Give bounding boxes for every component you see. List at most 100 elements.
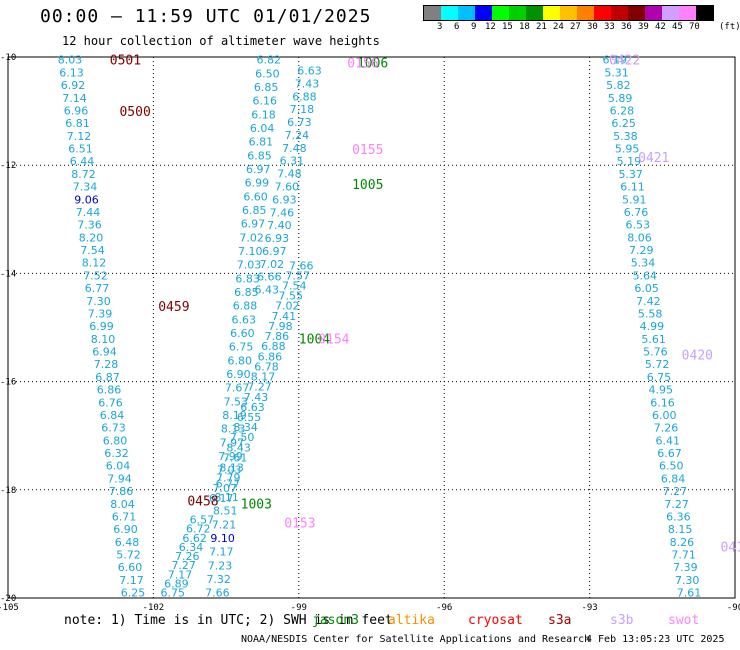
color-scale-label: 27 [570,22,581,32]
swh-value: 7.52 [83,269,108,282]
color-swatch [509,6,526,20]
swh-value: 8.34 [233,421,258,434]
swh-value: 6.89 [164,577,189,590]
swh-value: 7.02 [275,300,300,313]
swh-value: 7.27 [663,485,688,498]
swh-value: 6.90 [113,523,138,536]
swh-value: 7.53 [224,395,249,408]
swh-value: 6.28 [610,104,635,117]
swh-value: 6.05 [634,282,659,295]
satellite-legend-item: jason3 [312,613,359,628]
swh-value: 5.95 [615,143,640,156]
satellite-legend-item: altika [388,613,435,628]
color-scale-label: 30 [587,22,598,32]
swh-value: 7.71 [671,549,696,562]
pass-time-label: 1004 [299,332,330,347]
swh-value: 7.44 [76,206,101,219]
swh-value: 5.76 [643,346,668,359]
swh-value: 6.82 [257,54,282,67]
swh-value: 6.41 [656,434,681,447]
satellite-legend-item: cryosat [468,613,523,628]
swh-value: 6.84 [100,409,125,422]
swh-value: 9.06 [74,193,99,206]
swh-value: 6.73 [287,116,312,129]
color-swatch [577,6,594,20]
swh-value: 7.61 [223,451,248,464]
swh-value: 8.15 [668,523,693,536]
swh-value: 8.06 [627,231,652,244]
swh-value: 7.26 [654,422,679,435]
swh-value: 7.12 [67,130,92,143]
swh-value: 6.55 [237,411,262,424]
swh-value: 5.19 [617,155,642,168]
color-scale-label: 15 [502,22,513,32]
swh-value: 5.31 [604,66,629,79]
swh-value: 5.37 [618,168,643,181]
swh-value: 6.76 [98,396,123,409]
swh-value: 8.04 [110,498,135,511]
swh-value: 6.25 [121,587,146,600]
pass-time-label: 0500 [119,105,150,120]
pass-time-label: 0459 [158,300,189,315]
footer-credit: NOAA/NESDIS Center for Satellite Applica… [241,634,591,645]
swh-value: 7.54 [282,280,307,293]
swh-value: 6.43 [255,284,280,297]
swh-value: 5.89 [608,92,633,105]
swh-value: 7.27 [171,559,196,572]
swh-value: 7.66 [205,587,230,600]
swh-value: 7.27 [247,381,272,394]
footer-note: note: 1) Time is in UTC; 2) SWH is in fe… [64,613,393,628]
color-scale-bar [423,5,714,21]
swh-value: 7.34 [73,181,98,194]
color-swatch [679,6,696,20]
swh-value: 8.26 [670,536,695,549]
swh-value: 7.48 [277,168,302,181]
swh-value: 7.10 [238,245,263,258]
color-scale-label: 12 [485,22,496,32]
color-swatch [458,6,475,20]
color-swatch [696,6,713,20]
swh-value: 7.03 [237,259,262,272]
swh-value: 7.66 [289,259,314,272]
swh-value: 6.63 [240,401,265,414]
swh-value: 6.36 [666,510,691,523]
swh-value: 7.60 [275,181,300,194]
color-scale-label: 9 [471,22,477,32]
y-tick-label: -10 [0,53,16,63]
swh-value: 7.27 [664,498,689,511]
satellite-legend-item: swot [668,613,700,628]
color-scale-unit: (ft) [719,22,740,32]
swh-value: 7.98 [268,320,293,333]
swh-value: 7.32 [206,573,231,586]
satellite-legend-item: s3b [610,613,634,628]
swh-value: 7.41 [272,310,297,323]
swh-value: 8.43 [226,441,251,454]
y-tick-label: -18 [0,486,16,496]
x-tick-label: -96 [436,603,452,613]
swh-value: 6.80 [228,354,253,367]
swh-value: 6.44 [70,155,95,168]
swh-value: 7.18 [290,103,315,116]
swh-value: 6.76 [624,206,649,219]
swh-value: 6.80 [103,434,128,447]
satellite-legend-item: s3a [548,613,572,628]
swh-value: 6.90 [226,368,251,381]
swh-value: 7.46 [270,206,295,219]
swh-value: 6.86 [97,384,122,397]
swh-value: 6.85 [234,286,259,299]
swh-value: 5.82 [606,79,631,92]
swh-value: 6.77 [216,477,241,490]
x-tick-label: -93 [581,603,597,613]
swh-value: 6.75 [161,587,186,600]
pass-time-label: 0501 [110,54,141,69]
swh-value: 6.31 [280,155,305,168]
color-swatch [560,6,577,20]
swh-value: 5.91 [622,193,647,206]
swh-value: 7.02 [260,258,285,271]
pass-time-label: 1006 [357,56,388,71]
y-tick-label: -20 [0,594,16,604]
swh-value: 8.13 [221,423,246,436]
pass-time-label: 1005 [352,178,383,193]
color-swatch [645,6,662,20]
